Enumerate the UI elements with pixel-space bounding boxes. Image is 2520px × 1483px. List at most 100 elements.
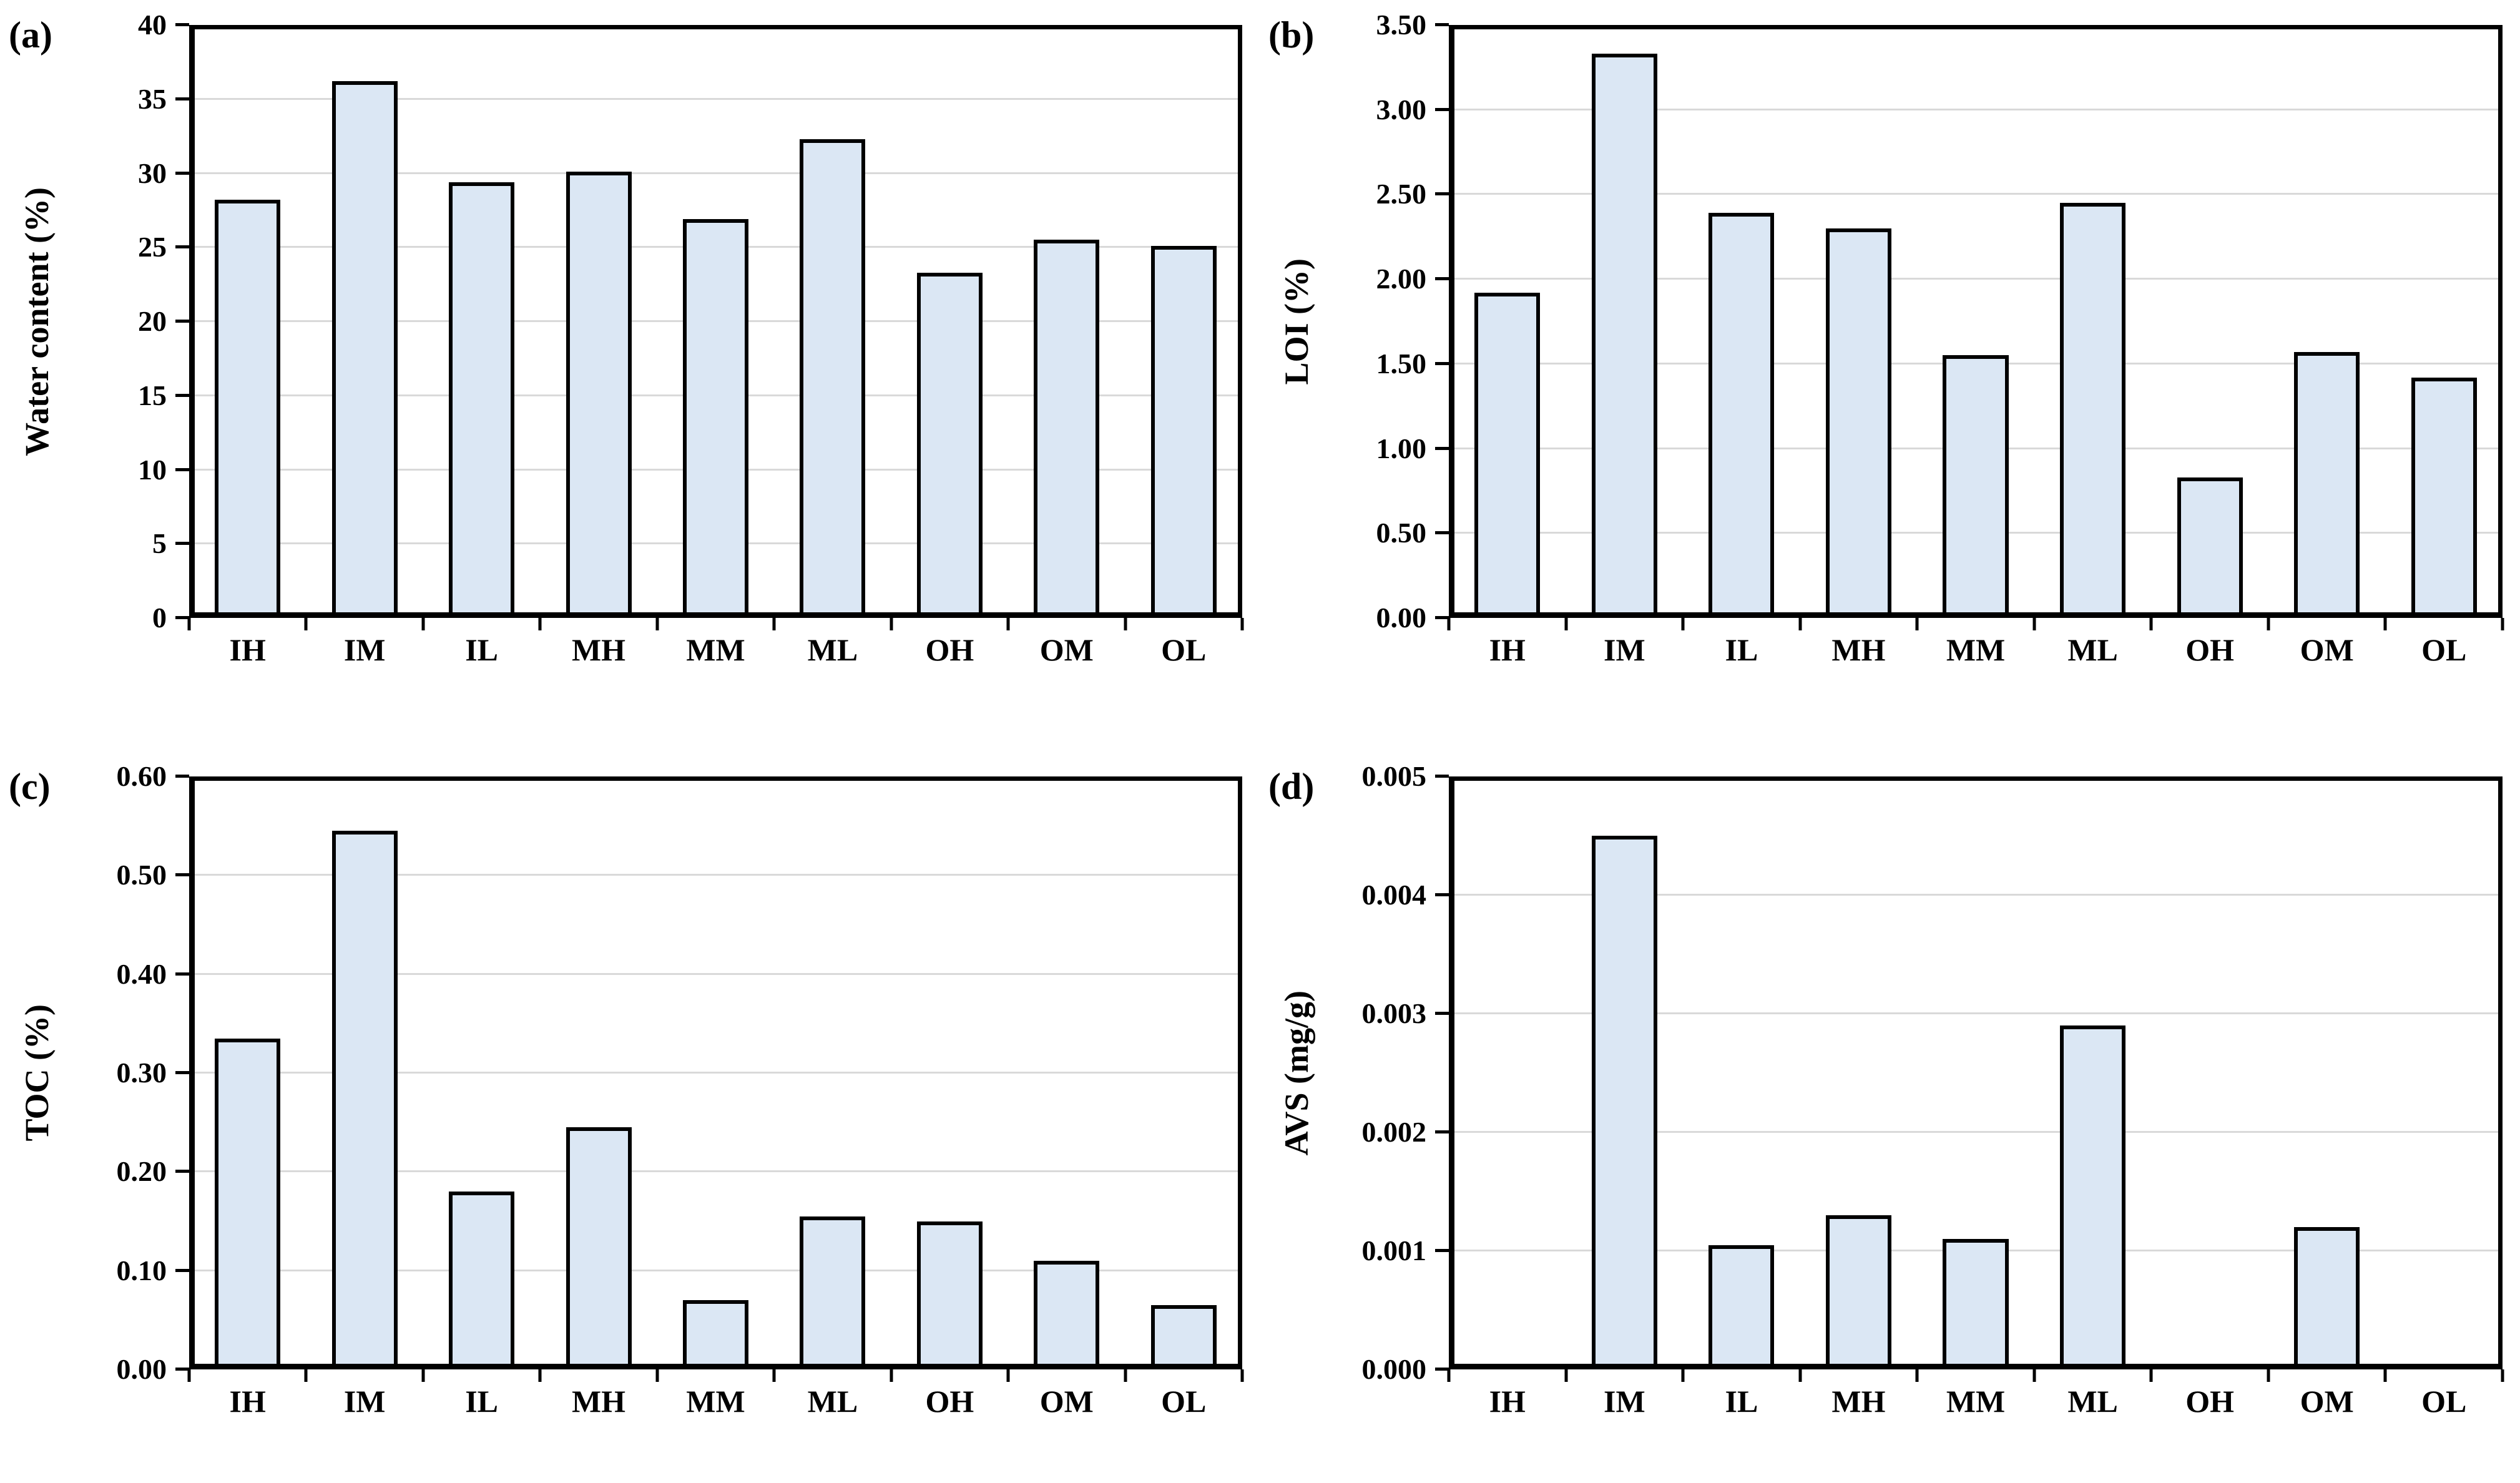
bar-MH — [566, 172, 632, 618]
bar-MM — [683, 1300, 748, 1369]
y-tick-label: 15 — [138, 379, 167, 411]
x-category-label: MM — [1946, 1384, 2006, 1419]
y-tick-label: 20 — [138, 305, 167, 337]
y-tick-label: 2.50 — [1376, 178, 1427, 210]
y-tick-label: 0.10 — [116, 1254, 167, 1286]
x-tick-mark — [538, 618, 542, 630]
x-category-label: MH — [1831, 1384, 1886, 1419]
bar-MH — [1825, 228, 1891, 618]
panel-b-label: (b) — [1268, 14, 1315, 56]
panel-d-y-axis-title: AVS (mg/g) — [1278, 990, 1315, 1156]
x-category-label: IM — [1604, 632, 1645, 667]
y-tick-mark — [1435, 361, 1449, 365]
x-category-label: IL — [465, 1384, 498, 1419]
x-tick-mark — [772, 618, 776, 630]
panel-a-left-column: (a) Water content (%) — [0, 16, 74, 618]
x-category-label: OL — [2421, 632, 2467, 667]
y-tick-label: 3.50 — [1376, 9, 1427, 41]
bar-MH — [1825, 1215, 1891, 1369]
y-tick-label: 3.00 — [1376, 93, 1427, 125]
y-tick-mark — [175, 1071, 189, 1074]
y-tick-label: 2.00 — [1376, 263, 1427, 295]
x-tick-mark — [1124, 1369, 1127, 1382]
x-tick-mark — [1124, 618, 1127, 630]
x-category-label: IL — [1725, 1384, 1758, 1419]
y-tick-label: 0.003 — [1361, 997, 1427, 1029]
bar-OM — [2294, 351, 2360, 618]
y-tick-mark — [175, 542, 189, 546]
bar-OM — [1034, 240, 1100, 618]
panel-d-plot-area — [1435, 775, 2504, 1382]
bar-IL — [1709, 213, 1775, 618]
gridline — [1449, 1012, 2503, 1014]
y-tick-label: 0.30 — [116, 1057, 167, 1089]
bar-IL — [1709, 1245, 1775, 1369]
y-tick-label: 0.001 — [1361, 1235, 1427, 1266]
x-category-label: IH — [1489, 632, 1526, 667]
y-tick-mark — [175, 972, 189, 976]
gridline — [189, 874, 1242, 876]
y-tick-label: 0 — [152, 602, 167, 634]
panel-a: (a) Water content (%) 0 5 10 15 20 25 30 35 40 I… — [0, 0, 1260, 742]
y-tick-mark — [1435, 616, 1449, 619]
y-tick-mark — [1435, 1130, 1449, 1133]
bar-OH — [916, 1221, 983, 1369]
x-tick-mark — [421, 1369, 425, 1382]
panel-b-y-tick-labels: 0.00 0.50 1.00 1.50 2.00 2.50 3.00 3.50 — [1333, 11, 1449, 632]
panel-b-left-column: (b) LOI (%) — [1260, 16, 1333, 618]
bar-IH — [1474, 292, 1541, 618]
panel-c-x-axis-labels: IH IM IL MH MM ML OH OM OL — [189, 1369, 1242, 1432]
x-tick-mark — [1915, 618, 1919, 630]
y-tick-label: 5 — [152, 527, 167, 560]
x-tick-mark — [1798, 618, 1802, 630]
x-tick-mark — [2267, 618, 2270, 630]
x-tick-mark — [1006, 1369, 1010, 1382]
gridline — [1449, 1131, 2503, 1133]
gridline — [189, 97, 1242, 100]
x-category-label: OM — [1039, 632, 1094, 667]
gridline — [1449, 894, 2503, 896]
x-category-label: OL — [1161, 1384, 1207, 1419]
y-tick-mark — [175, 1368, 189, 1371]
gridline — [1449, 108, 2503, 110]
x-category-label: IM — [343, 632, 386, 667]
x-tick-mark — [421, 618, 425, 630]
y-tick-mark — [175, 320, 189, 323]
x-tick-mark — [304, 618, 308, 630]
bar-IM — [331, 81, 398, 618]
x-tick-mark — [304, 1369, 308, 1382]
gridline — [189, 1269, 1242, 1271]
x-tick-mark — [655, 1369, 659, 1382]
panel-a-y-axis-title: Water content (%) — [18, 187, 56, 456]
panel-b-plot-area — [1435, 23, 2504, 630]
x-category-label: IH — [229, 1384, 266, 1419]
x-tick-mark — [1240, 618, 1244, 630]
bar-IH — [215, 200, 281, 618]
x-category-label: MM — [1946, 632, 2006, 667]
y-tick-label: 0.000 — [1361, 1353, 1427, 1385]
panel-a-y-tick-labels: 0 5 10 15 20 25 30 35 40 — [74, 11, 189, 632]
y-tick-mark — [1435, 1368, 1449, 1371]
y-tick-mark — [1435, 531, 1449, 535]
panel-a-x-axis-labels: IH IM IL MH MM ML OH OM OL — [189, 618, 1242, 680]
y-tick-label: 25 — [138, 231, 167, 263]
y-tick-label: 10 — [138, 453, 167, 486]
panel-c: (c) TOC (%) 0.00 0.10 0.20 0.30 0.40 0.50 0.60… — [0, 742, 1260, 1483]
bar-MM — [1943, 355, 2009, 618]
bar-OM — [1034, 1260, 1100, 1369]
y-tick-mark — [1435, 446, 1449, 450]
x-tick-mark — [1447, 1369, 1451, 1382]
y-tick-label: 0.60 — [116, 760, 167, 792]
y-tick-mark — [175, 1268, 189, 1272]
bar-ML — [2060, 1025, 2126, 1369]
x-category-label: OM — [2300, 1384, 2354, 1419]
x-category-label: MH — [571, 632, 626, 667]
x-category-label: OH — [2185, 1384, 2235, 1419]
y-tick-label: 0.005 — [1361, 760, 1427, 792]
x-category-label: IM — [343, 1384, 386, 1419]
y-tick-mark — [1435, 192, 1449, 196]
x-tick-mark — [2267, 1369, 2270, 1382]
gridline — [1449, 278, 2503, 280]
x-tick-mark — [187, 1369, 191, 1382]
panel-b: (b) LOI (%) 0.00 0.50 1.00 1.50 2.00 2.50 3.00… — [1260, 0, 2520, 742]
